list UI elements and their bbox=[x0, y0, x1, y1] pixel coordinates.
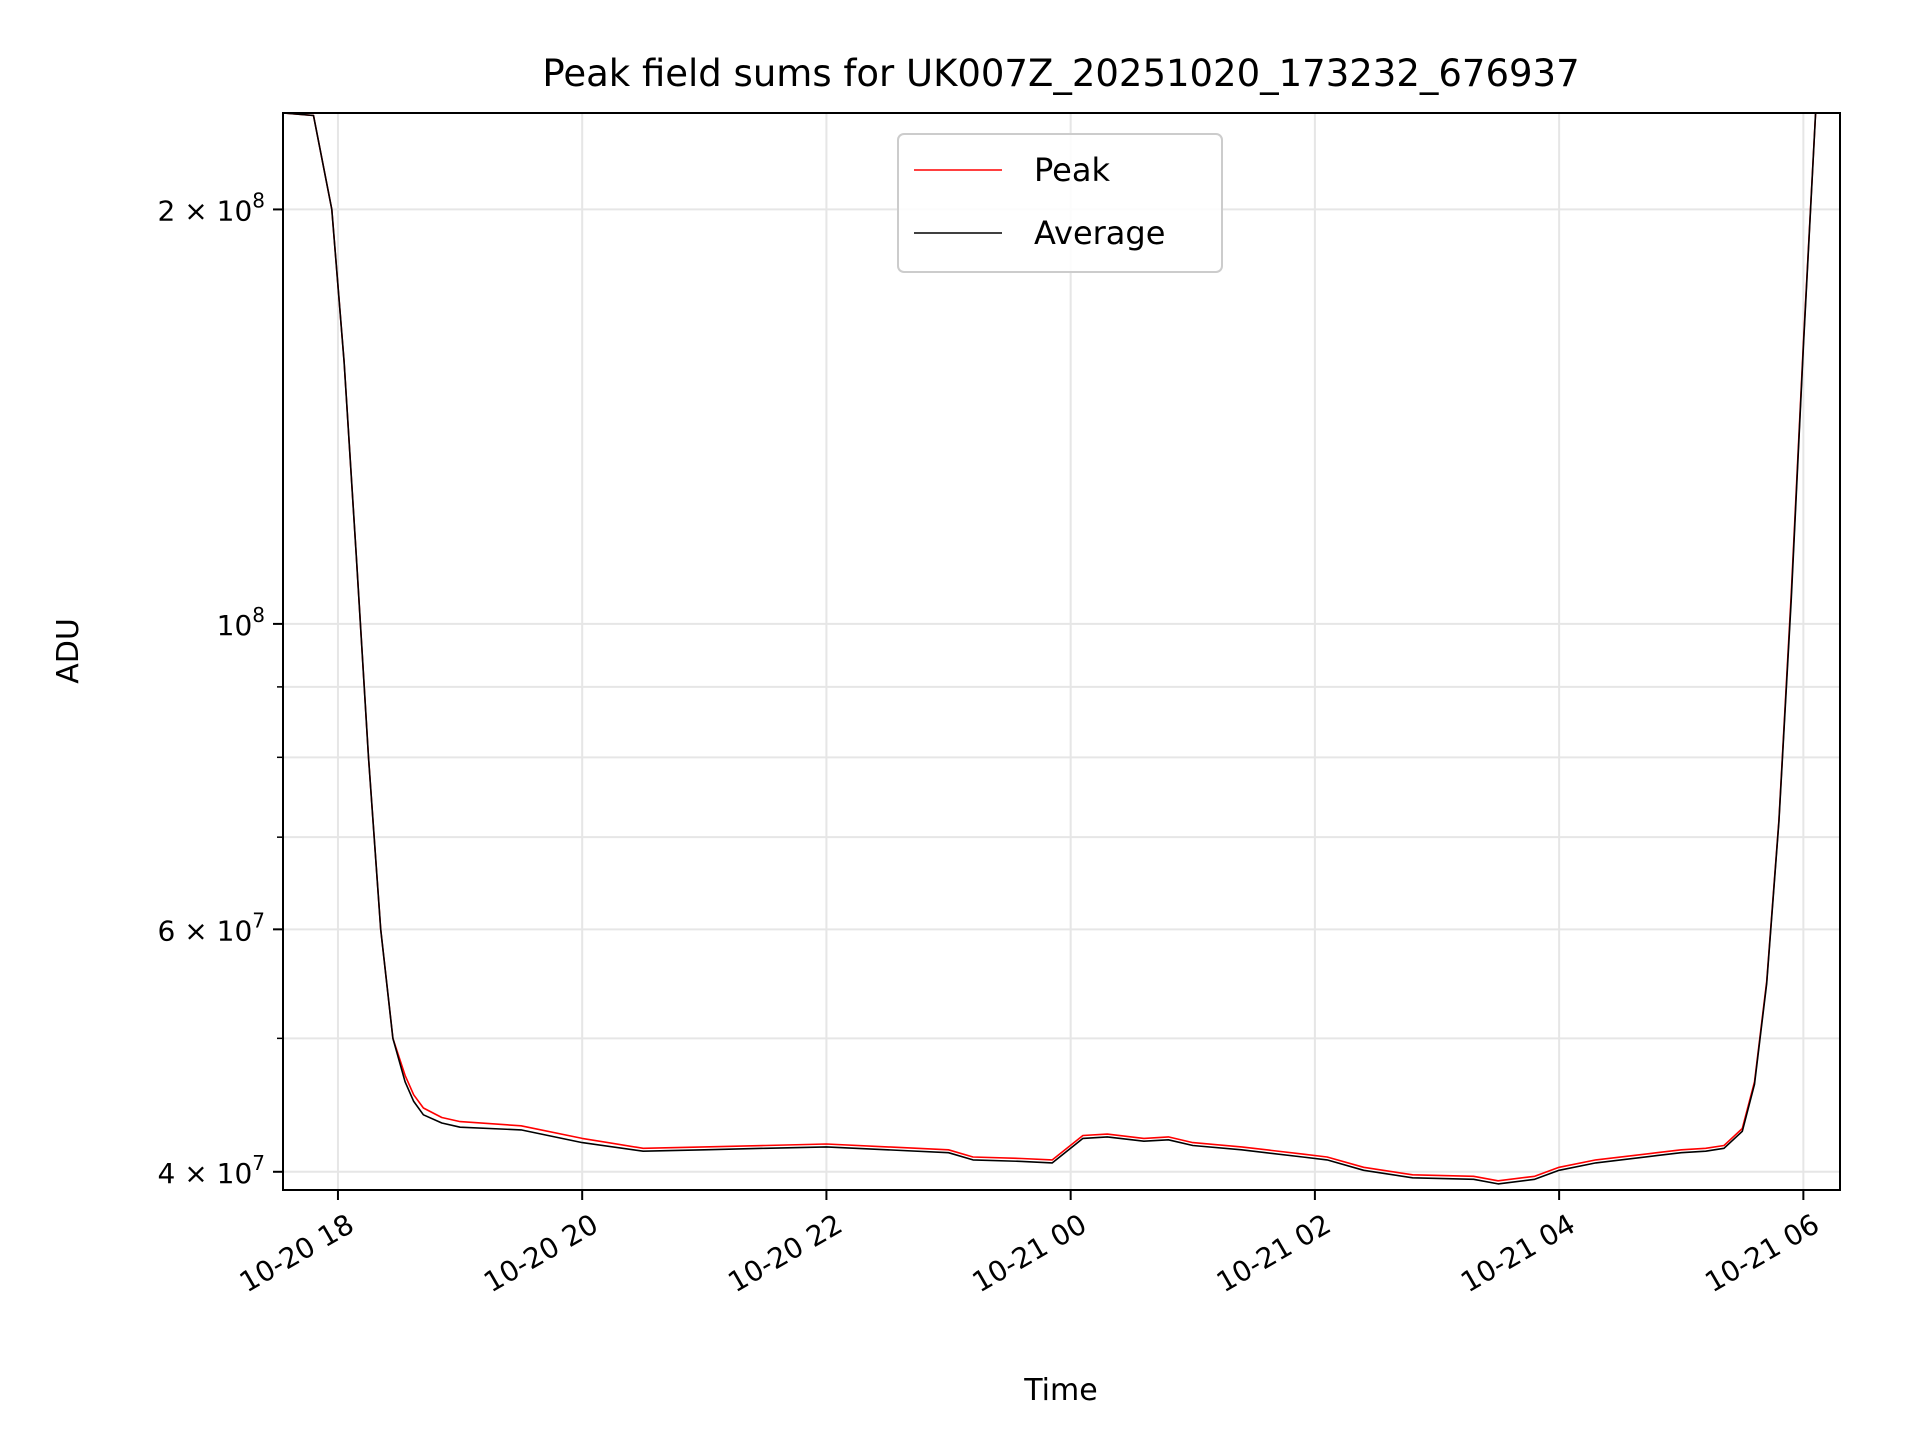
series-line-average bbox=[283, 113, 1817, 1185]
legend-box bbox=[897, 133, 1223, 273]
legend-peak-label: Peak bbox=[1034, 151, 1110, 189]
x-axis-label: Time bbox=[1023, 1373, 1097, 1408]
series-layer bbox=[283, 113, 1817, 1185]
plot-frame bbox=[282, 112, 1841, 1191]
y-tick-base: 10 bbox=[217, 609, 253, 642]
y-tick-label: 6 × 107 bbox=[158, 908, 265, 947]
y-tick-base: 2 × 10 bbox=[158, 194, 253, 227]
y-tick-exponent: 7 bbox=[252, 1151, 265, 1175]
y-tick-exponent: 8 bbox=[252, 603, 265, 627]
y-tick-label: 2 × 108 bbox=[158, 188, 265, 227]
series-line-peak bbox=[283, 113, 1817, 1182]
legend: Peak Average bbox=[897, 133, 1223, 273]
y-tick-exponent: 7 bbox=[252, 908, 265, 932]
y-tick-label: 4 × 107 bbox=[158, 1151, 265, 1190]
y-axis-label: ADU bbox=[51, 618, 86, 684]
legend-average-label: Average bbox=[1034, 214, 1165, 252]
y-tick-label: 108 bbox=[217, 603, 265, 642]
y-tick-base: 4 × 10 bbox=[158, 1157, 253, 1190]
y-tick-base: 6 × 10 bbox=[158, 914, 253, 947]
y-tick-exponent: 8 bbox=[252, 188, 265, 212]
chart-title: Peak field sums for UK007Z_20251020_1732… bbox=[542, 52, 1579, 95]
